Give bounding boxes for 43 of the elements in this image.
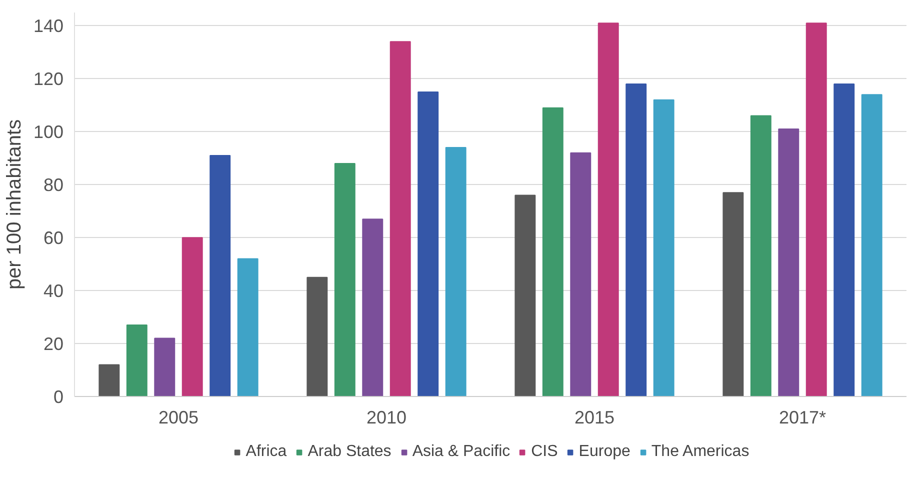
x-tick-label: 2015 bbox=[574, 408, 615, 428]
y-tick-label: 140 bbox=[33, 16, 64, 36]
legend-label: Arab States bbox=[308, 443, 392, 461]
y-tick-label: 60 bbox=[43, 228, 64, 248]
bar bbox=[390, 41, 411, 396]
bar bbox=[154, 338, 176, 396]
bar bbox=[418, 91, 439, 396]
bar bbox=[210, 155, 231, 396]
y-tick-label: 120 bbox=[33, 69, 64, 90]
bar bbox=[514, 194, 536, 396]
bar bbox=[861, 94, 882, 396]
y-tick-label: 80 bbox=[43, 175, 64, 196]
x-tick-label: 2010 bbox=[366, 408, 407, 428]
bar bbox=[126, 324, 148, 396]
bar bbox=[653, 99, 674, 396]
bar bbox=[98, 364, 120, 396]
y-tick-label: 20 bbox=[43, 334, 64, 354]
bar bbox=[598, 22, 619, 396]
legend-label: Africa bbox=[246, 443, 287, 461]
bar bbox=[182, 237, 203, 396]
x-tick-label: 2005 bbox=[158, 408, 199, 428]
bar bbox=[334, 162, 356, 396]
bar bbox=[806, 22, 827, 396]
bar bbox=[542, 107, 564, 396]
bar bbox=[362, 218, 384, 396]
y-axis-title: per 100 inhabitants bbox=[3, 119, 26, 290]
y-tick-label: 40 bbox=[43, 281, 64, 302]
legend-label: CIS bbox=[531, 443, 558, 461]
bar bbox=[722, 192, 744, 396]
bar bbox=[834, 84, 855, 396]
legend-label: Europe bbox=[578, 443, 630, 461]
bar bbox=[445, 147, 466, 396]
bar bbox=[570, 152, 592, 396]
bar bbox=[306, 276, 328, 396]
x-tick-label: 2017* bbox=[778, 408, 826, 428]
bar bbox=[237, 258, 258, 396]
y-tick-label: 100 bbox=[33, 122, 64, 142]
bar bbox=[750, 115, 772, 396]
bar bbox=[626, 84, 647, 396]
y-tick-label: 0 bbox=[53, 387, 64, 407]
legend-label: Asia & Pacific bbox=[412, 443, 510, 461]
bar bbox=[778, 128, 800, 396]
legend-label: The Americas bbox=[651, 443, 750, 461]
